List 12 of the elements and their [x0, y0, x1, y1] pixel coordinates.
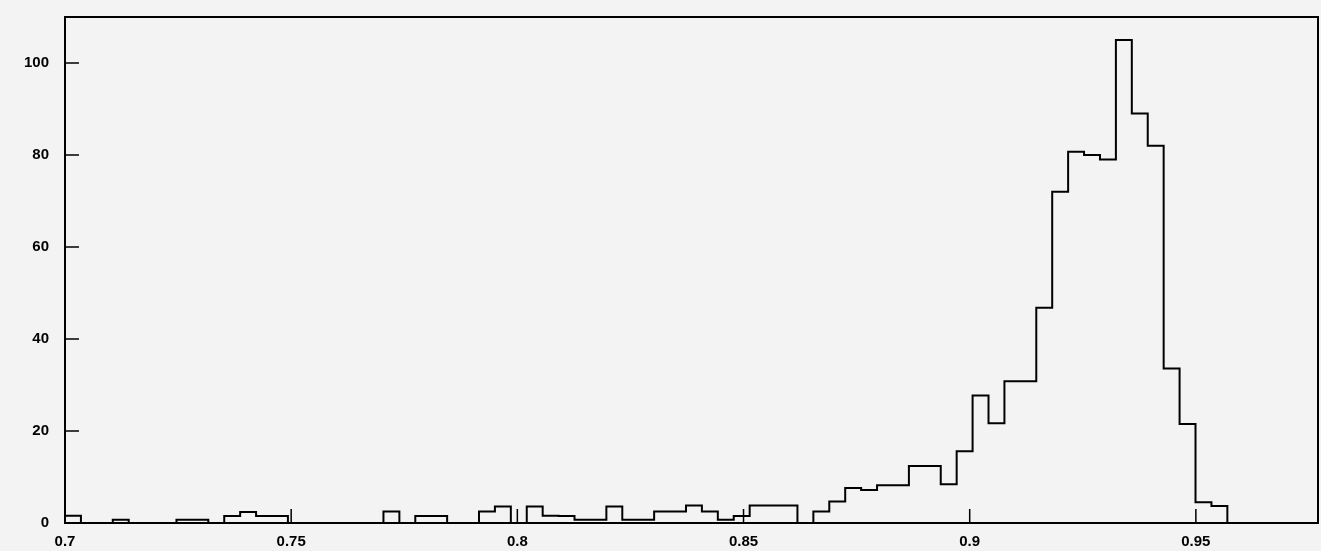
y-tick-label: 100 [23, 53, 49, 71]
y-tick-label: 40 [32, 329, 49, 347]
x-tick-label: 0.95 [1181, 532, 1211, 550]
y-tick-label: 0 [40, 513, 49, 531]
y-tick-label: 20 [32, 421, 49, 439]
x-tick-label: 0.75 [276, 532, 306, 550]
x-tick-label: 0.7 [54, 532, 76, 550]
y-tick-label: 80 [32, 145, 49, 163]
x-tick-label: 0.9 [959, 532, 981, 550]
x-tick-label: 0.8 [506, 532, 528, 550]
x-tick-label: 0.85 [728, 532, 759, 550]
y-tick-label: 60 [32, 237, 49, 255]
